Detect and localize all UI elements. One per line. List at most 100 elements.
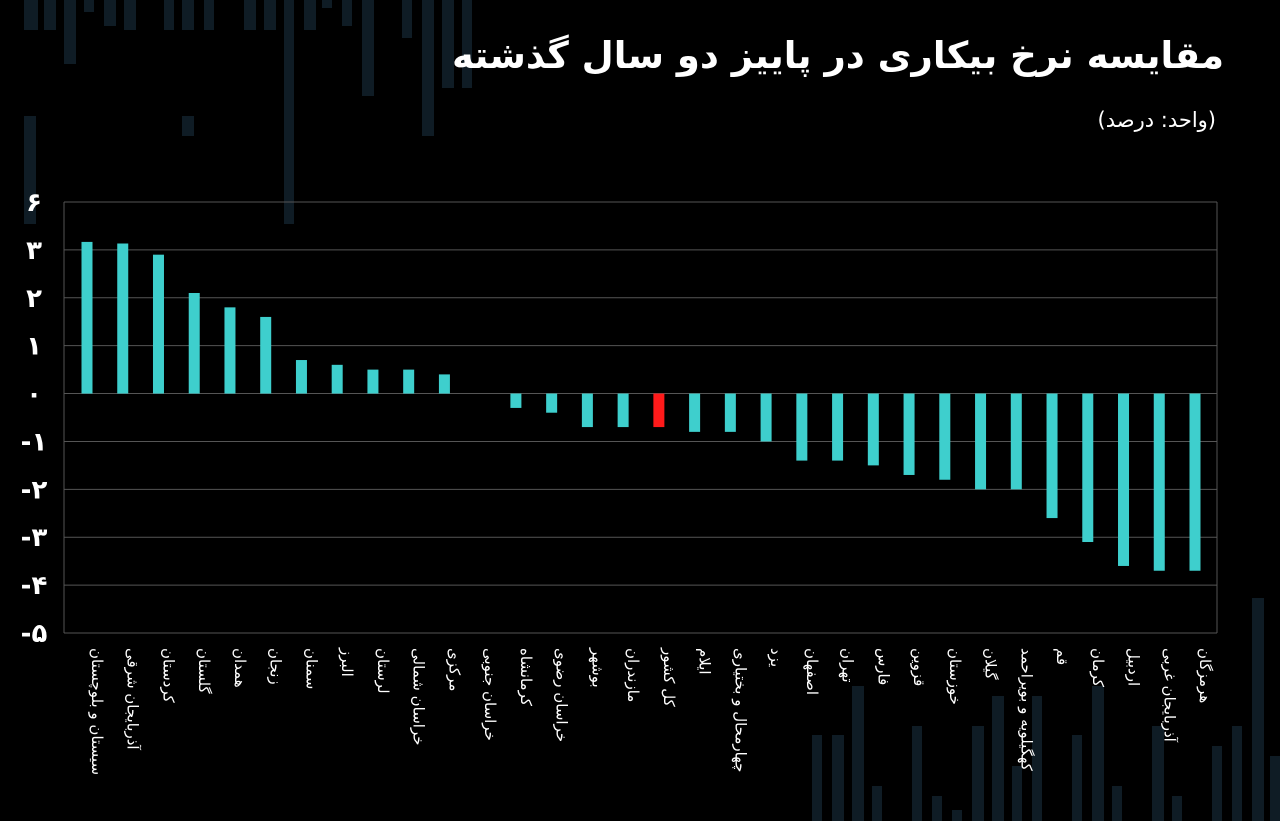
- bar: [117, 243, 129, 394]
- bar: [760, 393, 772, 442]
- decorative-bar: [204, 0, 214, 30]
- bar: [367, 369, 379, 394]
- decorative-bar: [992, 696, 1004, 821]
- decorative-bar: [1012, 766, 1022, 821]
- decorative-bar: [182, 116, 194, 136]
- x-tick-label: کهگیلویه و بویراحمد: [1017, 648, 1035, 772]
- decorative-bar: [442, 0, 454, 88]
- decorative-bar: [1032, 696, 1042, 821]
- bar: [224, 307, 236, 394]
- decorative-bar: [932, 796, 942, 821]
- decorative-bar: [124, 0, 136, 30]
- y-tick-label: -۵: [21, 619, 48, 649]
- decorative-bar: [1212, 746, 1222, 821]
- decorative-bar: [64, 0, 76, 64]
- x-tick-label: چهارمحال و بختیاری: [731, 648, 749, 772]
- decorative-bar: [164, 0, 174, 30]
- bar: [867, 393, 879, 466]
- x-tick-label: همدان: [231, 648, 249, 688]
- decorative-bar: [872, 786, 882, 821]
- y-tick-label: ۱: [26, 332, 42, 362]
- x-tick-label: سمنان: [302, 648, 320, 689]
- bar: [1010, 393, 1022, 490]
- x-tick-label: کل کشور: [660, 647, 678, 708]
- bar: [260, 316, 272, 394]
- bar: [81, 241, 93, 394]
- x-tick-label: آذربایجان غربی: [1160, 648, 1178, 743]
- bar: [581, 393, 593, 428]
- bar: [331, 364, 343, 394]
- y-tick-label: -۲: [21, 475, 48, 505]
- bar: [903, 393, 915, 475]
- chart-title: مقایسه نرخ بیکاری در پاییز دو سال گذشته: [451, 34, 1224, 77]
- x-tick-label: خراسان شمالی: [410, 648, 428, 746]
- x-tick-label: کرمانشاه: [517, 648, 535, 707]
- decorative-bar: [952, 810, 962, 821]
- decorative-bar: [84, 0, 94, 12]
- decorative-bar: [912, 726, 922, 821]
- decorative-bar: [104, 0, 116, 26]
- y-tick-label: ۰: [26, 380, 42, 410]
- decorative-bar: [462, 0, 472, 88]
- bar: [724, 393, 736, 432]
- x-tick-label: خراسان رضوی: [553, 648, 571, 742]
- chart-unit-label: (واحد: درصد): [1097, 108, 1216, 132]
- decorative-bar: [342, 0, 352, 26]
- decorative-bar: [264, 0, 276, 30]
- x-tick-label: قم: [1053, 648, 1071, 665]
- bar: [1153, 393, 1165, 571]
- x-tick-label: مازندران: [624, 648, 642, 702]
- y-tick-label: -۳: [21, 523, 48, 553]
- y-tick-label: -۱: [21, 427, 48, 457]
- x-tick-label: سیستان و بلوچستان: [88, 648, 106, 775]
- x-tick-label: مرکزی: [445, 648, 463, 691]
- decorative-bar: [24, 0, 38, 30]
- x-tick-label: خوزستان: [946, 648, 964, 705]
- decorative-bar: [304, 0, 316, 30]
- decorative-bar: [182, 0, 194, 30]
- decorative-bar: [852, 686, 864, 821]
- x-tick-label: گیلان: [982, 648, 1000, 680]
- x-tick-label: خراسان جنوبی: [481, 648, 499, 741]
- decorative-bar: [44, 0, 56, 30]
- bar: [617, 393, 629, 428]
- bar: [796, 393, 808, 461]
- decorative-bar: [24, 116, 36, 224]
- x-tick-label: یزد: [767, 648, 785, 667]
- bar: [1118, 393, 1130, 566]
- x-tick-label: قزوین: [910, 648, 928, 686]
- decorative-bar: [1270, 756, 1280, 821]
- x-tick-label: گلستان: [195, 648, 213, 694]
- decorative-bar: [362, 0, 374, 96]
- y-tick-label: -۴: [21, 571, 48, 601]
- x-tick-label: هرمزگان: [1196, 648, 1214, 703]
- decorative-bar: [402, 0, 412, 38]
- y-tick-label: ۶: [26, 188, 42, 218]
- bar: [653, 393, 665, 428]
- decorative-bar: [1112, 786, 1122, 821]
- decorative-bar: [1092, 686, 1104, 821]
- bar: [832, 393, 844, 461]
- decorative-bar: [322, 0, 332, 8]
- x-tick-label: تهران: [839, 648, 857, 683]
- x-tick-label: اصفهان: [803, 648, 821, 695]
- y-tick-label: ۲: [26, 284, 42, 314]
- x-tick-label: کردستان: [159, 648, 177, 704]
- x-tick-label: البرز: [338, 647, 356, 677]
- x-tick-label: زنجان: [267, 648, 285, 685]
- bar: [939, 393, 951, 480]
- decorative-bar: [284, 0, 294, 224]
- x-tick-label: آذربایجان شرقی: [124, 648, 142, 750]
- decorative-bar: [1172, 796, 1182, 821]
- x-tick-label: بوشهر: [588, 647, 606, 688]
- x-tick-label: فارس: [874, 648, 892, 685]
- decorative-bar: [832, 735, 844, 821]
- x-tick-label: لرستان: [374, 648, 392, 694]
- decorative-bar: [1072, 735, 1082, 821]
- bar: [1082, 393, 1094, 543]
- bar: [975, 393, 987, 490]
- x-tick-label: کرمان: [1089, 648, 1107, 688]
- bar: [1046, 393, 1058, 519]
